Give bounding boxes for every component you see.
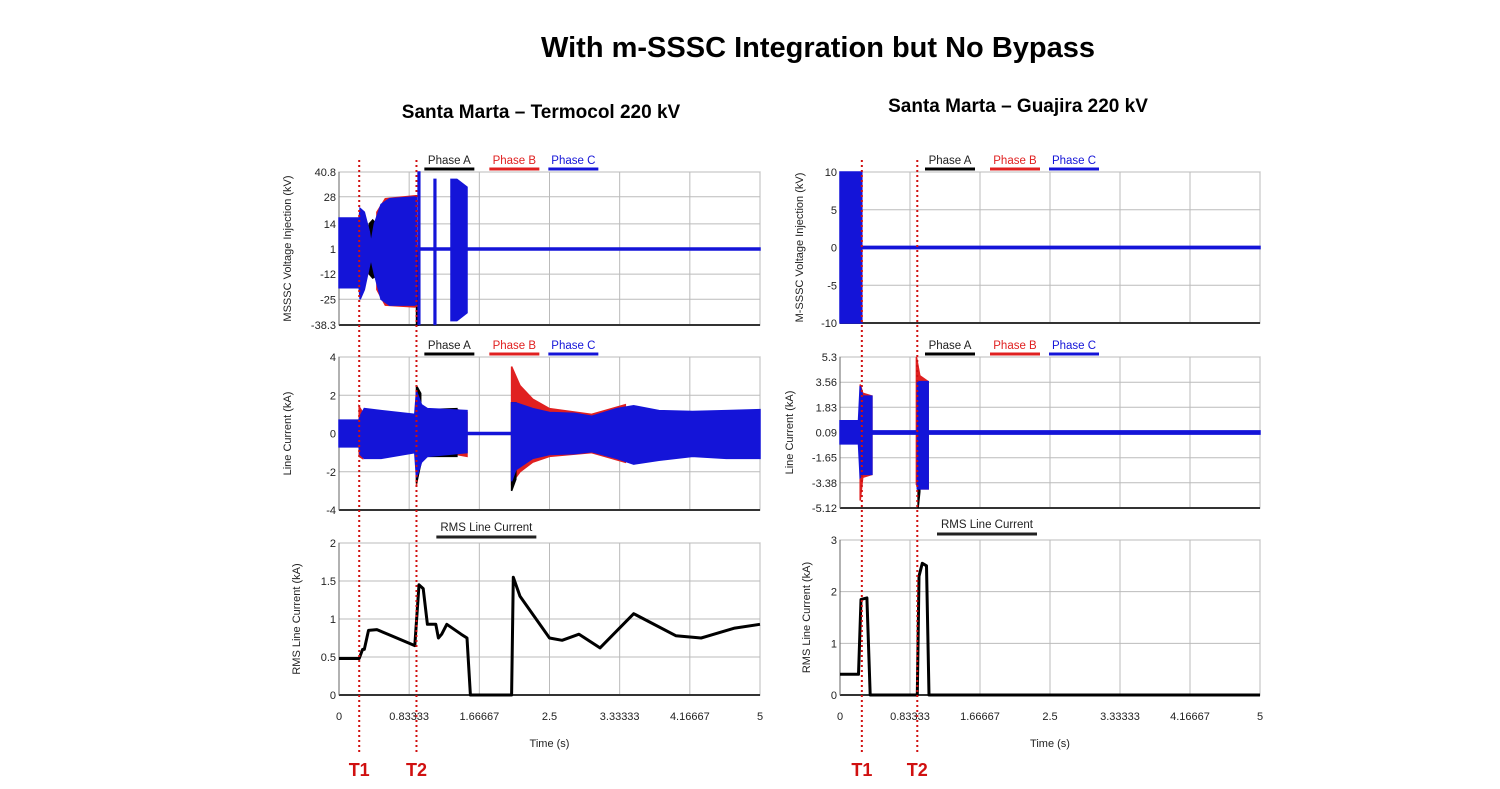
series-phase-c-envelope (417, 171, 421, 326)
legend-item: Phase A (929, 155, 972, 167)
x-tick-label: 3.33333 (600, 711, 640, 723)
legend-item: Phase B (493, 155, 537, 167)
chart-3: 10 5 0 -5 -10 M-SSSC Voltage Injection (kV) Ph… (794, 155, 1261, 330)
y-tick-label: -1.65 (812, 453, 837, 465)
legend-item: Phase A (428, 340, 471, 352)
y-tick-label: 14 (324, 219, 336, 231)
y-axis-label: RMS Line Current (kA) (291, 563, 303, 674)
x-tick-label: 5 (1257, 711, 1263, 723)
x-tick-label: 5 (757, 711, 763, 723)
series-phase-c-envelope (839, 385, 873, 480)
y-axis-label: M-SSSC Voltage Injection (kV) (794, 173, 806, 323)
x-tick-label: 2.5 (1042, 711, 1057, 723)
y-tick-label: 0 (330, 429, 336, 441)
event-marker-label-t2: T2 (406, 760, 427, 780)
x-tick-label: 0 (336, 711, 342, 723)
legend-item: Phase C (1052, 155, 1096, 167)
series-phase-c-envelope (839, 171, 863, 324)
y-tick-label: 0.09 (816, 428, 837, 440)
chart-title: RMS Line Current (941, 519, 1034, 531)
chart-2: 2 1.5 1 0.5 00 0.83333 1.66667 2.5 3.33333 4.1666… (291, 522, 763, 750)
y-tick-label: 1 (330, 244, 336, 256)
y-tick-label: 2 (330, 538, 336, 550)
x-tick-label: 0 (837, 711, 843, 723)
left-panel-subtitle: Santa Marta – Termocol 220 kV (402, 102, 681, 123)
x-tick-label: 4.16667 (670, 711, 710, 723)
y-tick-label: 3 (831, 535, 837, 547)
legend-item: Phase C (1052, 340, 1096, 352)
series-phase-c-envelope (916, 380, 929, 490)
x-tick-label: 2.5 (542, 711, 557, 723)
y-tick-label: -2 (326, 467, 336, 479)
y-tick-label: 2 (330, 390, 336, 402)
series-phase-c-envelope (433, 178, 437, 326)
series-phase-c-envelope (871, 430, 1261, 435)
y-tick-label: -5 (827, 280, 837, 292)
event-marker-label-t1: T1 (349, 760, 370, 780)
x-axis-label: Time (s) (530, 738, 570, 750)
y-tick-label: -3.38 (812, 478, 837, 490)
y-tick-label: 4 (330, 352, 336, 364)
y-tick-label: 0 (330, 690, 336, 702)
y-axis-label: Line Current (kA) (282, 392, 294, 476)
legend-item: Phase B (993, 155, 1037, 167)
y-tick-label: 0 (831, 690, 837, 702)
x-tick-label: 0.83333 (389, 711, 429, 723)
y-tick-label: -25 (320, 294, 336, 306)
legend-item: Phase A (929, 340, 972, 352)
series-phase-c-envelope (416, 247, 761, 251)
y-tick-label: 1 (330, 614, 336, 626)
x-axis-label: Time (s) (1030, 738, 1070, 750)
legend-item: Phase A (428, 155, 471, 167)
event-marker-label-t2: T2 (907, 760, 928, 780)
y-tick-label: 0 (831, 243, 837, 255)
main-title: With m-SSSC Integration but No Bypass (541, 32, 1095, 64)
y-tick-label: 1.5 (321, 576, 336, 588)
y-tick-label: 1.83 (816, 402, 837, 414)
y-tick-label: 5.3 (822, 352, 837, 364)
chart-5: 3 2 1 00 0.83333 1.66667 2.5 3.33333 4.16667 5 RMS… (801, 519, 1263, 750)
chart-4: 5.3 3.56 1.83 0.09 -1.65 -3.38 -5.12 Line Curre… (784, 340, 1261, 515)
right-panel-subtitle: Santa Marta – Guajira 220 kV (888, 96, 1148, 117)
y-tick-label: -10 (821, 318, 837, 330)
y-tick-label: 0.5 (321, 652, 336, 664)
legend-item: Phase C (551, 155, 595, 167)
legend-item: Phase B (993, 340, 1037, 352)
x-tick-label: 1.66667 (459, 711, 499, 723)
y-tick-label: -4 (326, 505, 336, 517)
legend-item: Phase C (551, 340, 595, 352)
chart-title: RMS Line Current (440, 522, 533, 534)
chart-1: 4 2 0 -2 -4 Line Current (kA) Phase A Phase B Ph… (282, 340, 761, 517)
series-phase-c-envelope (450, 178, 468, 322)
y-tick-label: 10 (825, 167, 837, 179)
y-tick-label: 5 (831, 205, 837, 217)
rms-current-line (339, 575, 761, 697)
y-axis-label: Line Current (kA) (784, 391, 796, 475)
x-tick-label: 3.33333 (1100, 711, 1140, 723)
x-tick-label: 0.83333 (890, 711, 930, 723)
y-tick-label: 40.8 (315, 167, 336, 179)
series-phase-c-envelope (510, 402, 761, 482)
y-tick-label: -5.12 (812, 503, 837, 515)
series-phase-c-envelope (466, 431, 513, 436)
legend-item: Phase B (493, 340, 537, 352)
y-tick-label: 3.56 (816, 377, 837, 389)
y-tick-label: 28 (324, 192, 336, 204)
y-tick-label: 2 (831, 587, 837, 599)
x-tick-label: 1.66667 (960, 711, 1000, 723)
y-tick-label: -12 (320, 269, 336, 281)
y-axis-label: MSSSC Voltage Injection (kV) (282, 175, 294, 321)
series-phase-c-envelope (338, 391, 468, 478)
y-tick-label: 1 (831, 638, 837, 650)
chart-0: 40.8 28 14 1 -12 -25 -38.3 MSSSC Voltage Inject… (282, 155, 761, 332)
y-tick-label: -38.3 (311, 320, 336, 332)
series-phase-c-envelope (861, 245, 1261, 250)
event-marker-label-t1: T1 (851, 760, 872, 780)
x-tick-label: 4.16667 (1170, 711, 1210, 723)
y-axis-label: RMS Line Current (kA) (801, 562, 813, 673)
